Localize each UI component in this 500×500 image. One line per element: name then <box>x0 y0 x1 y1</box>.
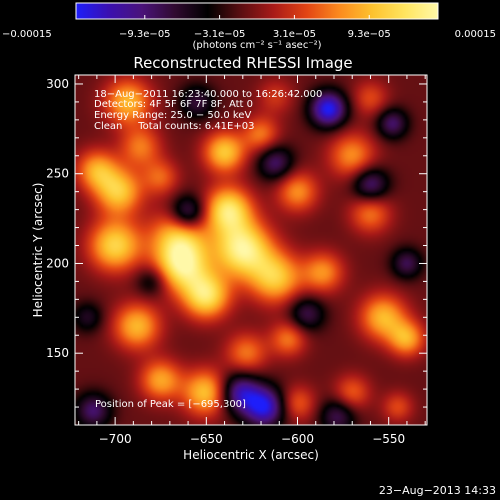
footer-timestamp: 23−Aug−2013 14:33 <box>379 484 496 497</box>
info-line-time: 18−Aug−2011 16:23:40.000 to 16:26:42.000 <box>94 89 322 100</box>
info-line-counts: Clean Total counts: 6.41E+03 <box>94 121 254 132</box>
info-text: 18−Aug−2011 16:23:40.000 to 16:26:42.000… <box>94 89 322 132</box>
colorbar-ramp <box>75 2 439 20</box>
colorbar: −0.00015 −9.3e−05 −3.1e−05 3.1e−05 9.3e−05 0.… <box>2 2 496 51</box>
x-axis-label: Heliocentric X (arcsec) <box>183 448 319 462</box>
plot-frame <box>74 74 428 426</box>
y-tick-label: 200 <box>46 256 69 270</box>
colorbar-tick-label: −9.3e−05 <box>119 29 171 40</box>
peak-position-label: Position of Peak = [−695,300] <box>95 399 246 410</box>
x-tick-label: −600 <box>281 432 314 446</box>
colorbar-tick-label: 9.3e−05 <box>348 29 391 40</box>
colorbar-tick-label: −3.1e−05 <box>194 29 246 40</box>
colorbar-ticks: −0.00015 −9.3e−05 −3.1e−05 3.1e−05 9.3e−05 0.… <box>2 15 496 40</box>
y-axis: 150 200 250 300 <box>46 77 427 426</box>
info-line-detectors: Detectors: 4F 5F 6F 7F 8F, Att 0 <box>94 99 253 110</box>
x-axis: −700 −650 −600 −550 <box>78 75 426 446</box>
y-tick-label: 300 <box>46 77 69 91</box>
colorbar-tick-label: −0.00015 <box>2 29 52 40</box>
chart-title: Reconstructed RHESSI Image <box>133 54 352 72</box>
y-tick-label: 150 <box>46 346 69 360</box>
colorbar-units: (photons cm⁻² s⁻¹ asec⁻²) <box>192 40 321 51</box>
colorbar-tick-label: 3.1e−05 <box>273 29 316 40</box>
x-tick-label: −550 <box>372 432 405 446</box>
y-tick-label: 250 <box>46 167 69 181</box>
colorbar-tick-label: 0.00015 <box>455 29 496 40</box>
x-tick-label: −650 <box>190 432 223 446</box>
info-line-energy: Energy Range: 25.0 − 50.0 keV <box>94 110 251 121</box>
y-axis-label: Heliocentric Y (arcsec) <box>31 183 45 318</box>
heatmap-image <box>75 75 427 425</box>
x-tick-label: −700 <box>99 432 132 446</box>
